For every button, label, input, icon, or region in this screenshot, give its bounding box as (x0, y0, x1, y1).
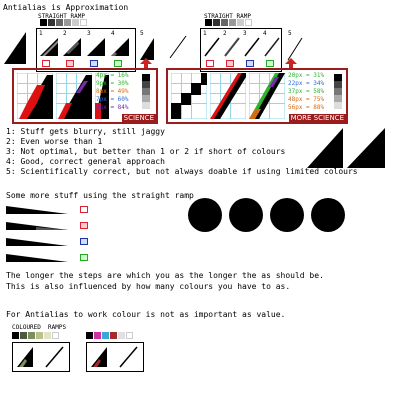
note-5: 5: Scientifically correct, but not alway… (6, 167, 358, 176)
picture-icon (80, 206, 88, 213)
picture-icon (42, 60, 50, 67)
more-science-stat: 37px = 58% (288, 88, 325, 95)
more-science-ramp (334, 74, 342, 110)
picture-icon (80, 254, 88, 261)
science-grid-1 (17, 73, 53, 119)
science-stat: 7px = 60% (96, 96, 129, 103)
note-1: 1: Stuff gets blurry, still jaggy (6, 127, 165, 136)
more-stuff-heading: Some more stuff using the straight ramp (6, 191, 194, 200)
circle-4 (311, 198, 345, 232)
more-science-panel: 20px = 31% 22px = 34% 37px = 58% 48px = … (166, 68, 348, 124)
science-stat: 5px = 84% (96, 104, 129, 111)
line-original (169, 35, 187, 59)
picture-icon (226, 60, 234, 67)
coloured-example-box-1 (12, 342, 70, 372)
picture-icon (246, 60, 254, 67)
steep-variants-box (36, 28, 136, 72)
picture-icon (80, 238, 88, 245)
variant-number: 5 (140, 30, 144, 37)
science-ramp (142, 74, 150, 110)
variant-number: 5 (288, 30, 292, 37)
ramps-label: RAMPS (48, 324, 67, 331)
science-stat: 8px = 49% (96, 88, 129, 95)
arrow-up-icon (140, 58, 152, 70)
science-grid-3 (95, 73, 109, 119)
more-science-stat: 22px = 34% (288, 80, 325, 87)
steep-triangle-original (4, 32, 26, 64)
variant-number: 4 (263, 30, 267, 37)
coloured-example-box-2 (86, 342, 144, 372)
line-variants-box (200, 28, 282, 72)
ramp-right-swatches (205, 19, 253, 27)
line-variant-1 (204, 37, 220, 57)
picture-icon (206, 60, 214, 67)
coloured-ramp-2 (86, 332, 150, 340)
coloured-triangle-2 (91, 347, 107, 367)
wedge-2 (6, 222, 68, 230)
variant-number: 3 (243, 30, 247, 37)
wedge-1 (6, 206, 68, 214)
science-grid-2 (56, 73, 92, 119)
colour-value-text: For Antialias to work colour is not as i… (6, 310, 286, 319)
more-science-stat: 20px = 31% (288, 72, 325, 79)
picture-icon (266, 60, 274, 67)
coloured-triangle-1 (17, 347, 33, 367)
wedge-4 (6, 254, 68, 262)
more-science-grid-3 (249, 73, 285, 119)
variant-number: 4 (111, 30, 115, 37)
variant-3-triangle (87, 38, 105, 56)
science-panel: 4px = 16% 9px = 30% 8px = 49% 7px = 60% … (12, 68, 158, 124)
picture-icon (80, 222, 88, 229)
picture-icon (66, 60, 74, 67)
note-2: 2: Even worse than 1 (6, 137, 103, 146)
circle-2 (229, 198, 263, 232)
longer-steps-text-1: The longer the steps are which you as th… (6, 271, 324, 280)
ramp-left-swatches (40, 19, 88, 27)
note-4: 4: Good, correct general approach (6, 157, 165, 166)
variant-number: 3 (87, 30, 91, 37)
variant-5-triangle (140, 38, 154, 60)
variant-2-triangle (63, 38, 81, 56)
picture-icon (90, 60, 98, 67)
science-label: SCIENCE (121, 114, 156, 122)
science-stat: 9px = 30% (96, 80, 129, 87)
line-variant-5 (287, 37, 303, 61)
variant-number: 1 (203, 30, 207, 37)
arrow-up-icon (285, 58, 297, 70)
more-science-label: MORE SCIENCE (288, 114, 346, 122)
ramp-right-label: STRAIGHT RAMP (204, 13, 251, 20)
line-variant-3 (244, 37, 260, 57)
line-variant-2 (224, 37, 240, 57)
more-science-stat: 48px = 75% (288, 96, 325, 103)
picture-icon (114, 60, 122, 67)
science-stat: 4px = 16% (96, 72, 129, 79)
coloured-line-2 (119, 346, 138, 368)
variant-number: 2 (63, 30, 67, 37)
page-title: Antialias is Approximation (3, 3, 129, 12)
variant-number: 1 (39, 30, 43, 37)
coloured-line-1 (45, 346, 64, 368)
large-triangle-1 (307, 128, 343, 168)
ramp-left-label: STRAIGHT RAMP (38, 13, 85, 20)
circle-3 (270, 198, 304, 232)
more-science-grid-2 (210, 73, 246, 119)
note-3: 3: Not optimal, but better than 1 or 2 i… (6, 147, 286, 156)
variant-4-triangle (111, 38, 129, 56)
more-science-stat: 56px = 88% (288, 104, 325, 111)
coloured-ramp-1 (12, 332, 76, 340)
line-variant-4 (264, 37, 280, 57)
coloured-label: COLOURED (12, 324, 41, 331)
circle-1 (188, 198, 222, 232)
more-science-grid-1 (171, 73, 207, 119)
variant-1-triangle (40, 38, 58, 56)
longer-steps-text-2: This is also influenced by how many colo… (6, 282, 291, 291)
variant-number: 2 (223, 30, 227, 37)
wedge-3 (6, 238, 68, 246)
large-triangle-2 (347, 128, 385, 168)
